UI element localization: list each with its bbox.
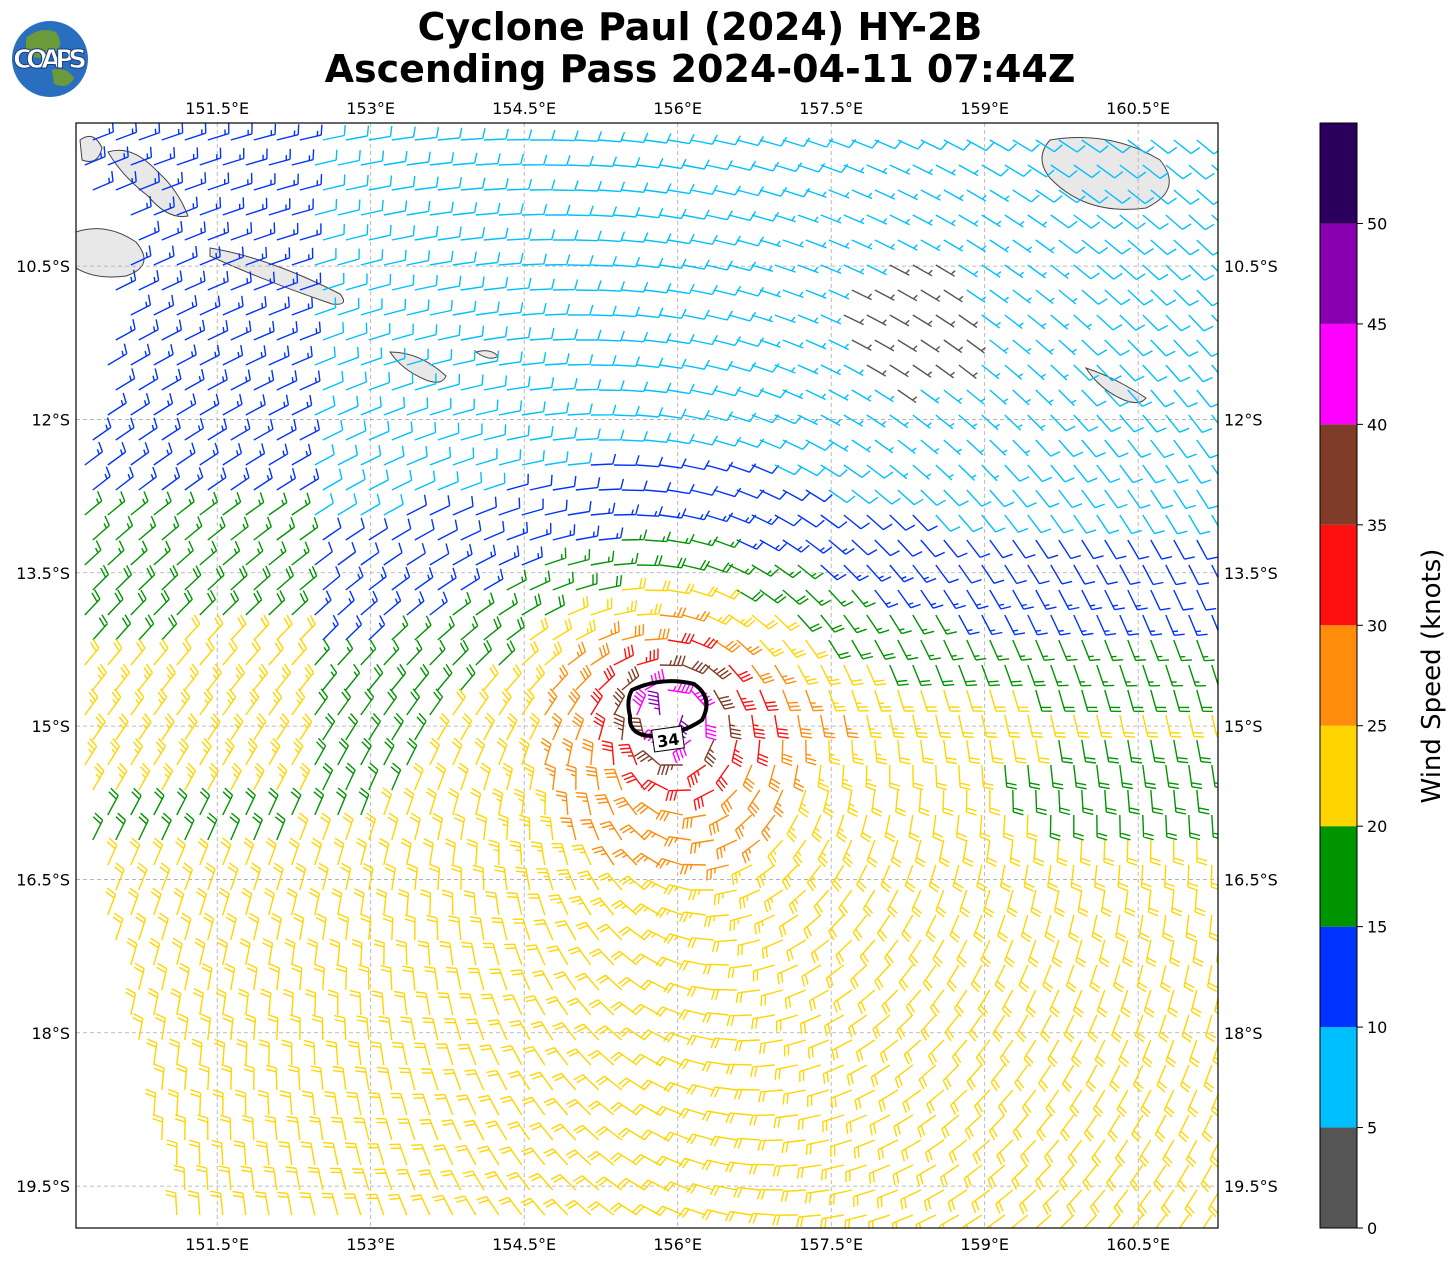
island [209,247,345,305]
logo-text: COAPS [13,45,87,75]
colorbar-segment [1320,524,1357,626]
wind-barb-group [843,264,986,403]
colorbar-tick-label: 50 [1367,214,1387,233]
lon-label: 151.5°E [185,1235,249,1254]
lon-label: 159°E [960,1235,1009,1254]
colorbar-tick-label: 5 [1367,1119,1377,1138]
lon-label: 153°E [346,1235,395,1254]
colorbar-frame [1319,122,1358,1229]
colorbar-label: Wind Speed (knots) [1417,549,1447,804]
colorbar-segment [1320,1127,1357,1228]
island [1041,137,1170,210]
lat-label: 18°S [1224,1024,1263,1043]
colorbar: 0 5 10 15 20 25 30 35 40 45 50 [1319,122,1387,1238]
lat-label: 16.5°S [16,870,70,889]
lat-label: 10.5°S [1224,257,1278,276]
lon-label: 160.5°E [1106,99,1170,118]
lon-label: 157.5°E [799,1235,863,1254]
lat-label: 18°S [31,1024,70,1043]
lon-label: 154.5°E [492,99,556,118]
title: Ascending Pass 2024-04-11 07:44Z [325,47,1076,91]
colorbar-segment [1320,223,1357,324]
colorbar-segment [1320,323,1357,425]
colorbar-tick-label: 30 [1367,616,1387,635]
lon-label: 160.5°E [1106,1235,1170,1254]
wind-barb-group [540,607,859,881]
logo-land [26,30,74,86]
lat-label: 15°S [1224,717,1263,736]
wind-barb-group [84,123,1218,641]
colorbar-tick-label: 45 [1367,315,1387,334]
lat-label: 15°S [31,717,70,736]
colorbar-segment [1320,424,1357,525]
lon-label: 159°E [960,99,1009,118]
lon-label: 156°E [653,99,702,118]
wind-barb-group [84,491,1218,841]
colorbar-segment [1320,1027,1357,1128]
map-frame [75,122,1219,1229]
island [389,351,447,383]
lon-label: 157.5°E [799,99,863,118]
wind-barb-group [314,125,1218,535]
lon-label: 151.5°E [185,99,249,118]
contour-34kt [626,679,709,739]
wind-barb-group [84,577,1218,1228]
map-area: 34 [76,123,1218,1228]
lat-label: 13.5°S [1224,564,1278,583]
lon-label: 156°E [653,1235,702,1254]
colorbar-tick-label: 15 [1367,918,1387,937]
colorbar-tick-label: 0 [1367,1219,1377,1238]
lat-label: 16.5°S [1224,870,1278,889]
colorbar-tick-label: 35 [1367,516,1387,535]
lat-label: 13.5°S [16,564,70,583]
wind-barb-group [612,655,742,776]
lat-label: 12°S [31,410,70,429]
ocean [76,123,1218,1228]
lon-label: 154.5°E [492,1235,556,1254]
lat-label: 19.5°S [16,1177,70,1196]
colorbar-tick-label: 40 [1367,415,1387,434]
lat-label: 10.5°S [16,257,70,276]
colorbar-segment [1320,625,1357,726]
lat-label: 12°S [1224,410,1263,429]
lon-label: 153°E [346,99,395,118]
lat-label: 19.5°S [1224,1177,1278,1196]
contour-label-box [651,725,685,753]
colorbar-tick-label: 10 [1367,1018,1387,1037]
contour-label: 34 [656,730,681,752]
colorbar-segment [1320,725,1357,827]
wind-barbs [84,123,1218,1228]
colorbar-segment [1320,826,1357,927]
colorbar-segment [1320,926,1357,1028]
graticule [76,123,1218,1228]
colorbar-tick-label: 25 [1367,717,1387,736]
colorbar-segment [1320,123,1357,224]
wind-barb-group [590,632,789,811]
colorbar-tick-label: 20 [1367,817,1387,836]
axes: 151.5°E 151.5°E 153°E 153°E 154.5°E 154.5°E 15… [16,99,1278,1254]
logo: COAPS [12,21,88,97]
island [79,135,189,218]
island [76,228,145,278]
title: Cyclone Paul (2024) HY-2B [418,5,983,49]
